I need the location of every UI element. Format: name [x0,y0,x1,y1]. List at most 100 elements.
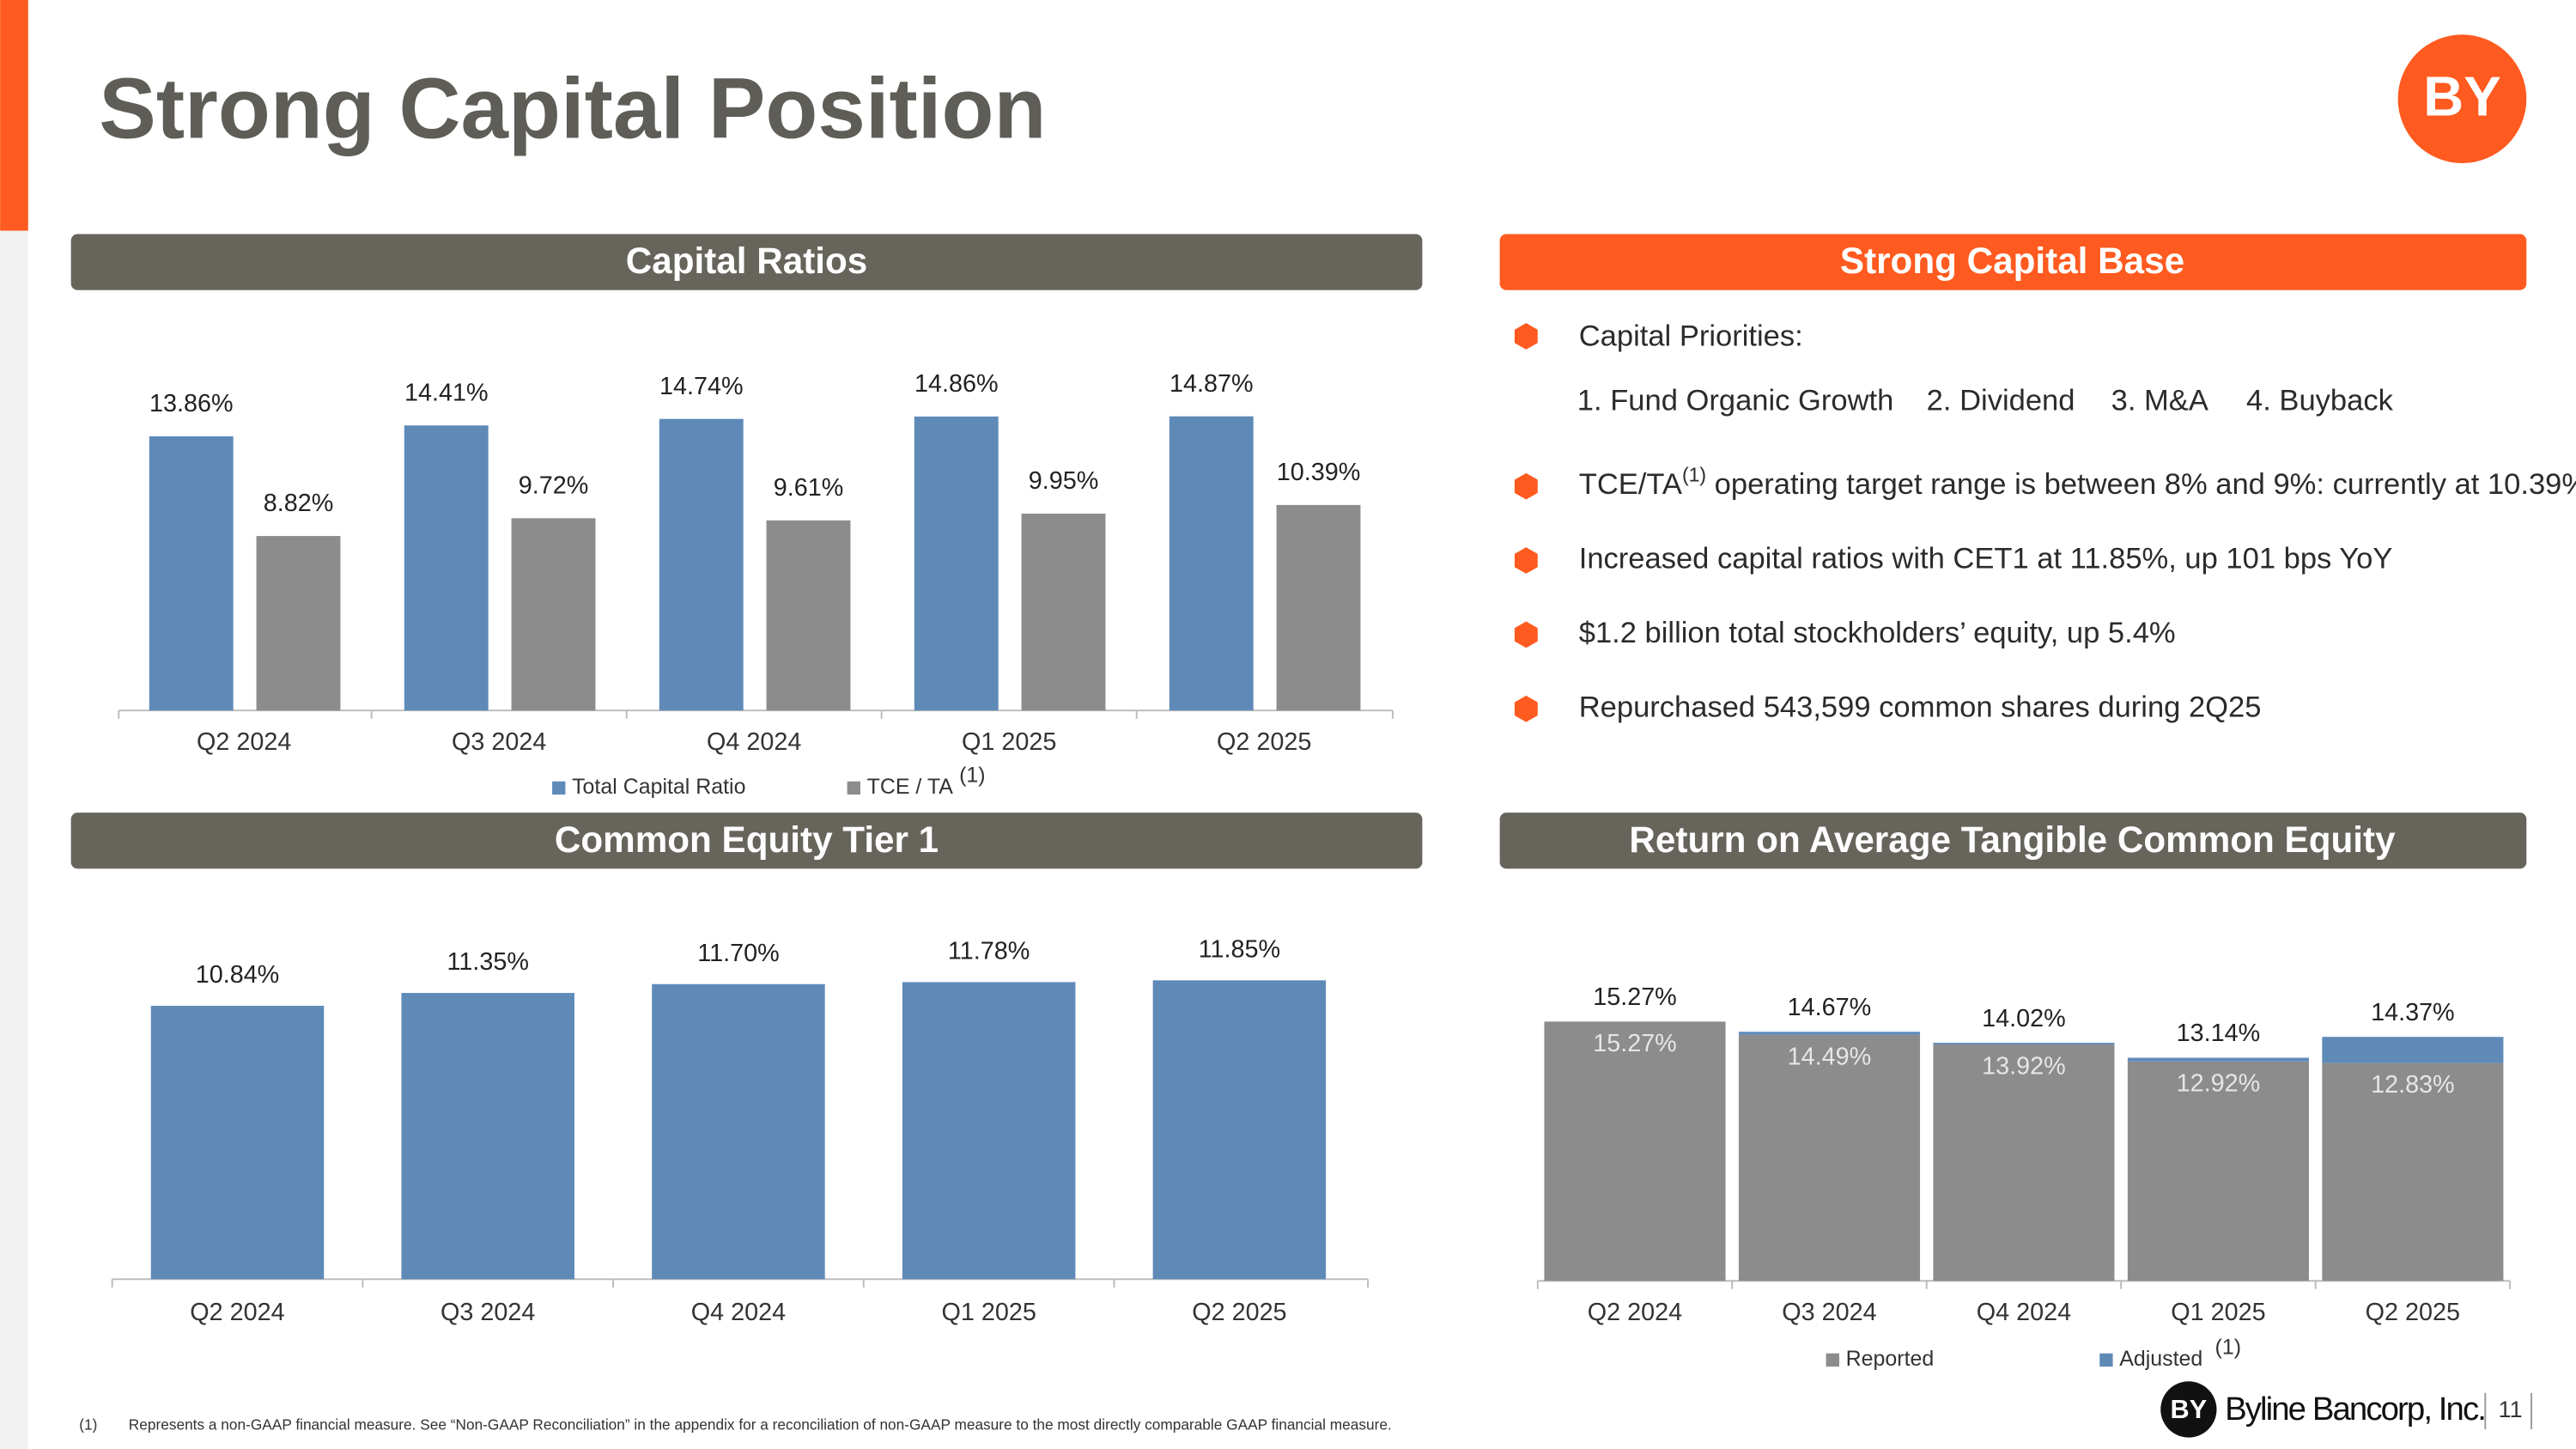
side-strip [0,230,28,1449]
value-label: 10.84% [196,961,280,989]
legend-label: Adjusted [2119,1347,2202,1371]
legend-label: Reported [1846,1347,1935,1371]
bar-segment [1933,1044,2115,1282]
x-tick-label: Q4 2024 [691,1299,786,1326]
bar [1169,416,1254,711]
x-tick-label: Q2 2025 [1192,1299,1286,1326]
bar [766,520,851,711]
footnote-mark: (1) [79,1416,97,1434]
x-tick-label: Q1 2025 [941,1299,1036,1326]
priority: 4. Buyback [2246,384,2394,417]
bullet-text: Repurchased 543,599 common shares during… [1579,691,2262,723]
total-label: 14.67% [1788,994,1872,1021]
total-label: 15.27% [1593,983,1677,1011]
x-tick-label: Q4 2024 [1977,1299,2071,1326]
legend-swatch [552,781,566,795]
footnote: Represents a non-GAAP financial measure.… [129,1416,1392,1434]
x-tick-label: Q2 2025 [1217,728,1311,756]
footnote-mark: (1) [1682,464,1706,486]
x-tick-label: Q2 2024 [197,728,291,756]
bullet-lead: TCE/TA [1579,468,1682,501]
total-label: 14.02% [1982,1005,2066,1032]
x-tick-label: Q3 2024 [1782,1299,1876,1326]
segment-label: 14.49% [1788,1043,1872,1070]
value-label: 11.35% [447,948,528,976]
panel-title: Common Equity Tier 1 [555,819,939,860]
value-label: 11.70% [697,940,779,967]
footer-logo [2160,1381,2217,1438]
value-label: 9.95% [1029,467,1099,495]
segment-label: 12.92% [2177,1069,2261,1097]
panel-title: Capital Ratios [626,240,868,281]
priority: 3. M&A [2111,384,2208,417]
x-tick-label: Q3 2024 [440,1299,535,1326]
panel-header [1499,813,2527,869]
bullet-text: Capital Priorities: [1579,320,1803,353]
bullet-marker [1514,621,1538,648]
bar-segment [1738,1034,1921,1282]
legend-label: Total Capital Ratio [572,775,745,799]
bullet-marker [1514,547,1538,574]
page-number: 11 [2499,1397,2523,1422]
logo [2397,34,2527,164]
segment-label: 15.27% [1593,1030,1677,1057]
bar-segment [2127,1061,2309,1282]
bar-segment [2322,1037,2504,1063]
bullet-text: TCE/TA(1) operating target range is betw… [1579,464,2576,502]
bullets: Capital Priorities: 1. Fund Organic Grow… [1514,320,2576,723]
value-label: 9.61% [774,474,844,502]
title: Strong Capital Position [99,62,1046,157]
value-label: 10.39% [1277,459,1361,486]
bar-segment [1738,1032,1921,1035]
bar-segment [2322,1062,2504,1282]
value-label: 14.74% [659,373,744,400]
value-label: 9.72% [519,472,589,499]
legend-note: (1) [2215,1336,2241,1360]
total-label: 14.37% [2371,999,2455,1026]
company-name: Byline Bancorp, Inc. [2225,1391,2485,1428]
bullet-text: $1.2 billion total stockholders’ equity,… [1579,617,2176,649]
x-tick-label: Q2 2024 [190,1299,284,1326]
bar [902,982,1076,1280]
bullet-rest: operating target range is between 8% and… [1706,468,2576,501]
panel-title: Return on Average Tangible Common Equity [1629,819,2396,860]
legend-swatch [2099,1353,2113,1367]
bar [404,425,489,711]
legend-label: TCE / TA [867,775,954,799]
bar-segment [2127,1057,2309,1062]
bullet-marker [1514,472,1538,500]
value-label: 14.41% [404,379,489,406]
bar [256,536,341,711]
panel-header [70,234,1423,290]
x-tick-label: Q4 2024 [707,728,801,756]
bar [401,993,574,1280]
bar [652,983,825,1280]
x-tick-label: Q2 2024 [1588,1299,1682,1326]
value-label: 11.78% [948,937,1030,965]
segment-label: 12.83% [2371,1071,2455,1099]
accent-bar [0,0,28,231]
x-tick-label: Q3 2024 [452,728,546,756]
bullet-text: Increased capital ratios with CET1 at 11… [1579,543,2393,575]
footer-logo-text: BY [2171,1394,2208,1424]
bar [1152,980,1327,1280]
panel-title: Strong Capital Base [1840,240,2184,281]
segment-label: 13.92% [1982,1053,2066,1081]
value-label: 8.82% [264,490,334,517]
value-label: 11.85% [1199,935,1280,963]
total-label: 13.14% [2177,1020,2261,1047]
value-label: 14.87% [1170,370,1254,398]
bullet-marker [1514,695,1538,722]
x-tick-label: Q2 2025 [2366,1299,2460,1326]
priority: 2. Dividend [1927,384,2075,417]
legend-note: (1) [959,764,985,788]
bullet-marker [1514,323,1538,350]
bar [914,416,999,711]
bar-segment [1933,1043,2115,1045]
bar [1276,504,1361,711]
panel-header [70,813,1423,869]
x-tick-label: Q1 2025 [2171,1299,2265,1326]
x-tick-label: Q1 2025 [962,728,1056,756]
